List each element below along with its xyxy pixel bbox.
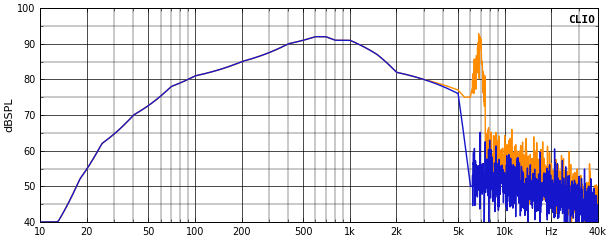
Text: CLIO: CLIO [568,15,595,25]
Y-axis label: dBSPL: dBSPL [4,98,14,132]
